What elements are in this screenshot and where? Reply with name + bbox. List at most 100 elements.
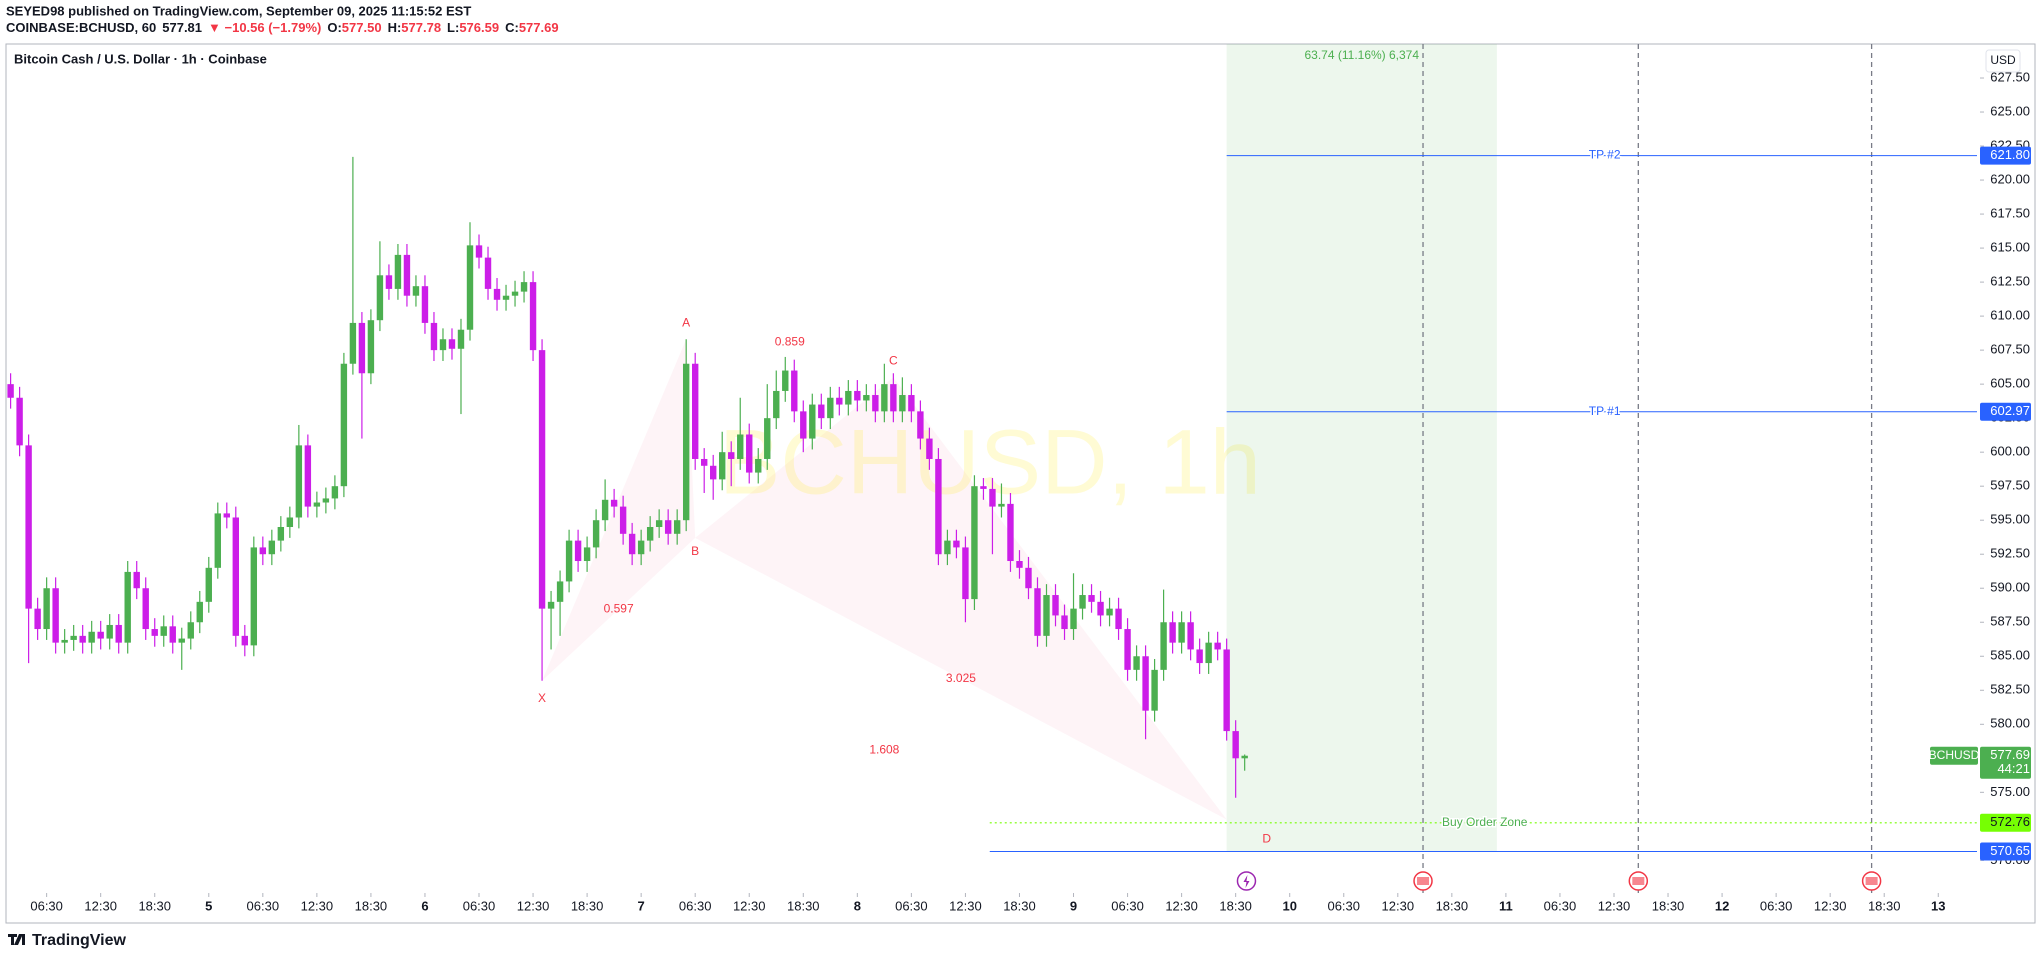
x-tick-label: 13 [1931,898,1945,913]
candle-body [755,458,762,473]
event-flag-stripes [1865,877,1878,885]
y-tick-label: 590.00 [1990,580,2030,595]
candle-body [205,567,212,602]
x-tick-label: 12:30 [1382,898,1415,913]
x-tick-label: 06:30 [1111,898,1144,913]
candle-body [511,291,519,296]
candle-body [691,363,699,459]
candle-body [619,506,627,534]
x-tick-label: 06:30 [30,898,63,913]
x-tick-label: 12:30 [1814,898,1847,913]
candle-body [1070,608,1077,630]
y-tick-label: 610.00 [1990,308,2030,323]
candle-body [791,370,798,412]
candle-body [800,411,807,439]
candle-body [43,588,50,630]
candle-body [187,622,194,639]
x-tick-label: 12:30 [733,898,766,913]
x-tick-label: 18:30 [1868,898,1901,913]
candle-body [998,503,1005,507]
candle-body [845,390,852,405]
x-tick-label: 18:30 [355,898,388,913]
pattern-ratio: 1.608 [869,742,899,756]
candle-body [259,547,267,555]
candle-body [493,288,501,300]
y-tick-label: 595.00 [1990,512,2030,527]
candle-body [142,588,149,630]
y-tick-label: 587.50 [1990,614,2030,629]
candle-body [547,601,555,609]
candle-body [655,520,663,528]
x-tick-label: 11 [1499,898,1513,913]
candle-body [349,322,357,364]
candle-body [827,397,834,419]
currency[interactable]: USD [1990,53,2016,67]
ohlc-value: 577.50 [342,20,382,35]
candle-body [1160,622,1167,670]
x-tick-label: 06:30 [247,898,280,913]
candle-body [529,282,537,351]
ohlc-value: 576.59 [459,20,499,35]
currency-button[interactable] [1985,49,2021,73]
candle-body [980,486,987,489]
candle-body [538,350,546,609]
candle-body [331,486,339,499]
ohlc-value: 577.78 [401,20,441,35]
candle-body [854,390,861,401]
candle-body [61,639,68,643]
candle-body [295,445,303,518]
y-tick-label: 627.50 [1990,69,2030,84]
x-tick-label: 18:30 [1219,898,1252,913]
candle-body [1106,608,1113,616]
y-tick-label: 605.00 [1990,376,2030,391]
candle-body [962,547,969,600]
countdown: 44:21 [1997,761,2030,776]
candle-body [899,395,906,412]
x-tick-label: 06:30 [679,898,712,913]
level-tag [1980,146,2031,165]
price-tag [1980,746,2031,779]
candle-body [214,513,221,568]
candle-body [1016,561,1023,568]
candle-body [448,339,456,349]
level-name: TP #2 [1589,148,1621,162]
candle-body [466,245,474,330]
candle-body [737,434,744,459]
candle-body [583,547,591,562]
candle-body [565,540,573,582]
candle-body [1043,595,1050,636]
candle-body [439,339,447,351]
x-tick-label: 12:30 [517,898,550,913]
candle-body [1187,622,1194,650]
candle-body [475,245,483,258]
candle-body [52,588,59,643]
candle-body [1142,656,1149,711]
candle-body [556,581,564,602]
candle-body [971,486,978,600]
candle-body [286,517,294,528]
candle-body [304,445,312,507]
candle-body [1169,622,1176,643]
level-name: TP #1 [1589,404,1621,418]
candle-body [403,254,411,296]
x-tick-label: 18:30 [571,898,604,913]
candle-body [178,638,185,643]
candle-body [764,418,771,459]
candle-body [872,395,879,412]
candle-body [673,520,681,534]
candle-body [16,397,23,446]
x-tick-label: 18:30 [787,898,820,913]
candle-body [79,635,86,643]
candle-body [268,540,276,555]
candle-body [646,527,654,541]
candle-body [1232,731,1239,759]
candle-body [502,295,510,300]
candle-body [457,329,465,349]
candle-body [664,520,672,534]
ohlc-key: L: [447,20,459,35]
candle-body [520,282,528,292]
candle-body [926,438,933,459]
pattern-ratio: 0.597 [604,601,634,615]
level-tag [1980,842,2031,861]
